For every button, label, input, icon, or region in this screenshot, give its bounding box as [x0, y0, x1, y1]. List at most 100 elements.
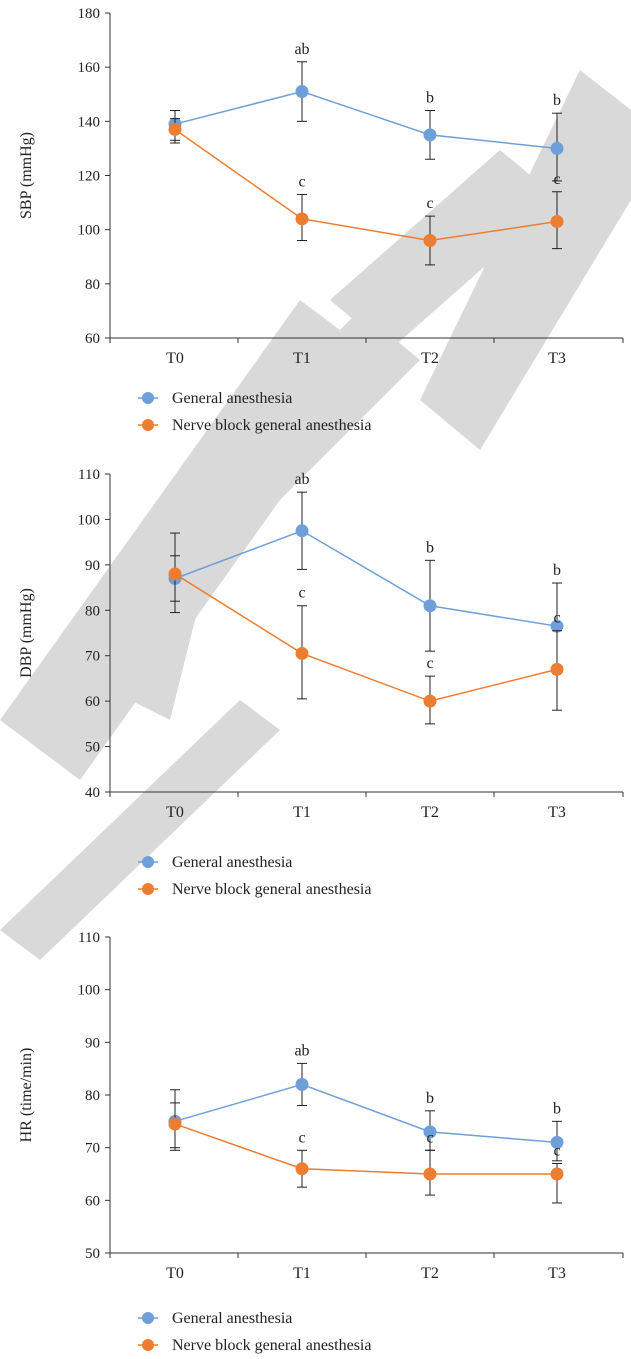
chart-3: 50 60 70 80 90 100 110 T0 T1 T2 T3 HR (time/min) ab b…	[18, 930, 624, 1354]
data-point	[550, 215, 564, 229]
legend: General anesthesia Nerve block general an…	[138, 854, 371, 898]
chart-1: 60 80 100 120 140 160 180 T0 T1 T2 T3 SBP (mmHg) ab b…	[18, 6, 624, 434]
data-point	[550, 662, 564, 676]
significance-label: c	[553, 610, 560, 627]
y-axis-label: SBP (mmHg)	[18, 132, 35, 219]
y-tick-label: 70	[85, 649, 100, 665]
watermark	[0, 70, 631, 960]
data-point	[168, 1117, 182, 1131]
legend-label: General anesthesia	[172, 1310, 292, 1327]
significance-label: b	[426, 1090, 434, 1107]
significance-label: ab	[294, 41, 309, 58]
series-general	[168, 1062, 564, 1162]
y-tick-label: 90	[85, 1035, 100, 1051]
significance-label: ab	[294, 471, 309, 488]
x-tick-label: T0	[166, 350, 184, 367]
data-point	[423, 694, 437, 708]
significance-label: c	[426, 1129, 433, 1146]
y-tick-label: 70	[85, 1141, 100, 1157]
data-point	[423, 234, 437, 247]
data-point	[295, 646, 309, 660]
y-tick-label: 40	[85, 785, 100, 801]
data-point	[295, 1077, 309, 1091]
data-point	[168, 567, 182, 581]
data-point	[295, 212, 309, 226]
y-tick-label: 100	[78, 512, 101, 528]
significance-label: c	[426, 195, 433, 212]
watermark-stroke-3	[330, 150, 560, 350]
y-tick-label: 60	[85, 331, 100, 347]
x-tick-label: T1	[293, 1265, 311, 1282]
legend-marker	[142, 392, 154, 404]
significance-label: ab	[294, 1042, 309, 1059]
series-nerve	[168, 532, 564, 725]
data-point	[295, 85, 309, 99]
chart-2: 40 50 60 70 80 90 100 110 T0 T1 T2 T3 DBP (mmHg) ab b b…	[18, 467, 624, 898]
y-tick-label: 60	[85, 694, 100, 710]
legend-label: Nerve block general anesthesia	[172, 881, 371, 898]
series-general	[168, 491, 564, 670]
x-tick-label: T3	[548, 350, 566, 367]
y-tick-label: 80	[85, 277, 100, 293]
legend-label: General anesthesia	[172, 390, 292, 407]
y-tick-label: 100	[78, 983, 101, 999]
y-tick-label: 50	[85, 1246, 100, 1262]
y-tick-label: 140	[78, 114, 101, 130]
significance-label: b	[553, 92, 561, 109]
x-tick-label: T2	[421, 1265, 439, 1282]
data-point	[550, 1135, 564, 1149]
data-point	[550, 141, 564, 155]
y-tick-label: 160	[78, 60, 101, 76]
legend-marker	[142, 1312, 154, 1324]
watermark-stroke-4	[420, 70, 631, 450]
y-tick-label: 60	[85, 1193, 100, 1209]
y-tick-label: 100	[78, 223, 101, 239]
watermark-stroke-6	[90, 560, 200, 720]
legend-marker	[142, 856, 154, 868]
legend: General anesthesia Nerve block general an…	[138, 1310, 371, 1354]
data-point	[550, 1167, 564, 1181]
data-point	[423, 128, 437, 142]
significance-label: b	[553, 562, 561, 579]
legend-label: Nerve block general anesthesia	[172, 417, 371, 434]
significance-label: c	[553, 1142, 560, 1159]
significance-label: c	[298, 173, 305, 190]
significance-label: b	[426, 90, 434, 107]
y-axis-label: HR (time/min)	[18, 1048, 35, 1143]
series-nerve	[168, 118, 564, 266]
x-tick-label: T3	[548, 1265, 566, 1282]
significance-label: c	[298, 585, 305, 602]
significance-label: c	[426, 655, 433, 672]
legend-label: Nerve block general anesthesia	[172, 1337, 371, 1354]
legend: General anesthesia Nerve block general an…	[138, 390, 371, 434]
x-tick-label: T2	[421, 804, 439, 821]
significance-label: c	[298, 1129, 305, 1146]
y-tick-label: 90	[85, 558, 100, 574]
series-line	[174, 529, 558, 627]
data-point	[295, 1162, 309, 1176]
x-tick-label: T1	[293, 350, 311, 367]
legend-marker	[142, 1339, 154, 1351]
series-line	[174, 1083, 558, 1144]
x-tick-label: T1	[293, 804, 311, 821]
y-axis-label: DBP (mmHg)	[18, 588, 35, 678]
charts-layer: 60 80 100 120 140 160 180 T0 T1 T2 T3 SBP (mmHg) ab b…	[18, 6, 624, 1354]
y-tick-label: 50	[85, 740, 100, 756]
series-line	[174, 90, 558, 150]
data-point	[168, 122, 182, 136]
series-line	[174, 128, 558, 242]
data-point	[550, 619, 564, 633]
significance-label: b	[426, 539, 434, 556]
series-nerve	[168, 1102, 564, 1204]
series-line	[174, 1123, 557, 1175]
y-tick-label: 120	[78, 169, 101, 185]
y-tick-label: 80	[85, 603, 100, 619]
significance-label: c	[553, 171, 560, 188]
y-tick-label: 80	[85, 1088, 100, 1104]
y-tick-label: 110	[78, 930, 100, 946]
x-tick-label: T0	[166, 804, 184, 821]
data-point	[295, 524, 309, 538]
watermark-stroke-2	[170, 310, 420, 550]
watermark-stroke-5	[0, 700, 280, 960]
